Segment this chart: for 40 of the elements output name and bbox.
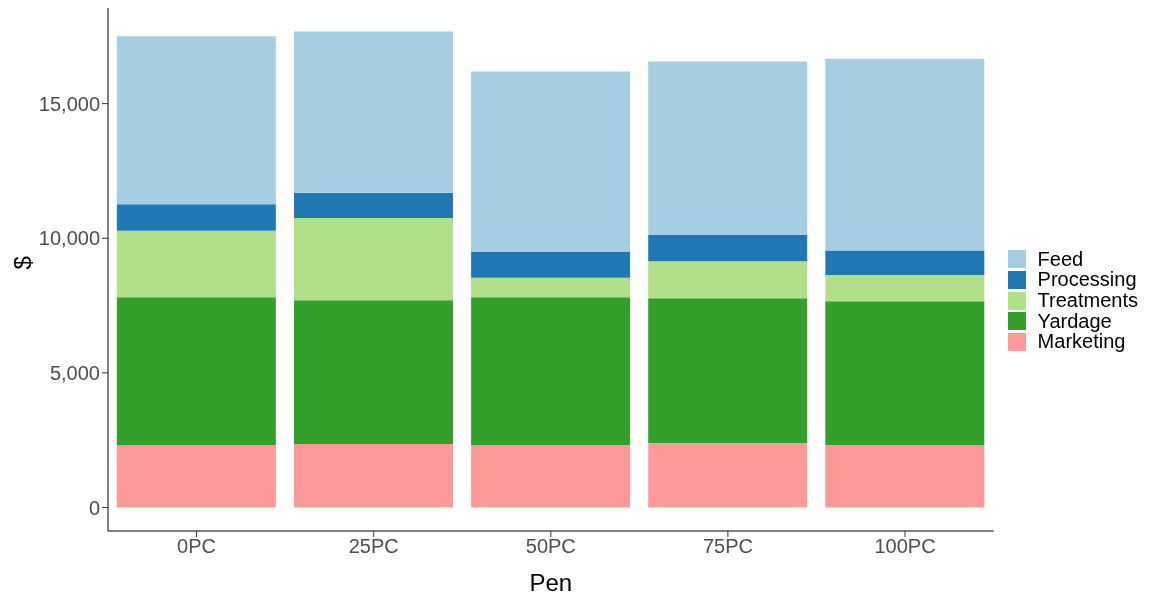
bar [116, 204, 276, 231]
bar [648, 298, 808, 443]
y-tick-label: 10,000 [38, 227, 100, 250]
legend-label: Feed [1037, 247, 1084, 271]
bar [825, 301, 985, 446]
legend-label: Processing [1037, 268, 1137, 292]
y-tick-label: 5,000 [49, 362, 100, 385]
bar [825, 250, 985, 275]
x-tick-label: 100PC [874, 535, 936, 558]
bar [471, 251, 631, 278]
bar [648, 234, 808, 262]
y-tick-label: 0 [88, 496, 100, 519]
bar [825, 274, 985, 302]
bar [648, 442, 808, 508]
bar [116, 445, 276, 508]
bar [293, 192, 453, 219]
x-tick-label: 0PC [177, 535, 217, 558]
x-tick-label: 50PC [525, 535, 576, 558]
bar [825, 445, 985, 508]
bar [471, 297, 631, 446]
bar [471, 445, 631, 508]
x-tick-label: 25PC [348, 535, 399, 558]
bar [825, 58, 985, 251]
y-axis-title: $ [8, 256, 36, 270]
x-tick-label: 75PC [702, 535, 753, 558]
bar [293, 31, 453, 193]
bar [648, 261, 808, 299]
bar [471, 277, 631, 298]
legend-label: Yardage [1037, 309, 1112, 333]
bar [293, 218, 453, 301]
y-tick-label: 15,000 [38, 92, 100, 115]
bar [293, 444, 453, 508]
bar [116, 36, 276, 205]
bar [293, 300, 453, 445]
bar [116, 230, 276, 298]
x-axis-title: Pen [529, 569, 573, 596]
bar [116, 297, 276, 446]
bar [648, 61, 808, 235]
bar [471, 71, 631, 252]
legend-label: Treatments [1037, 289, 1138, 312]
